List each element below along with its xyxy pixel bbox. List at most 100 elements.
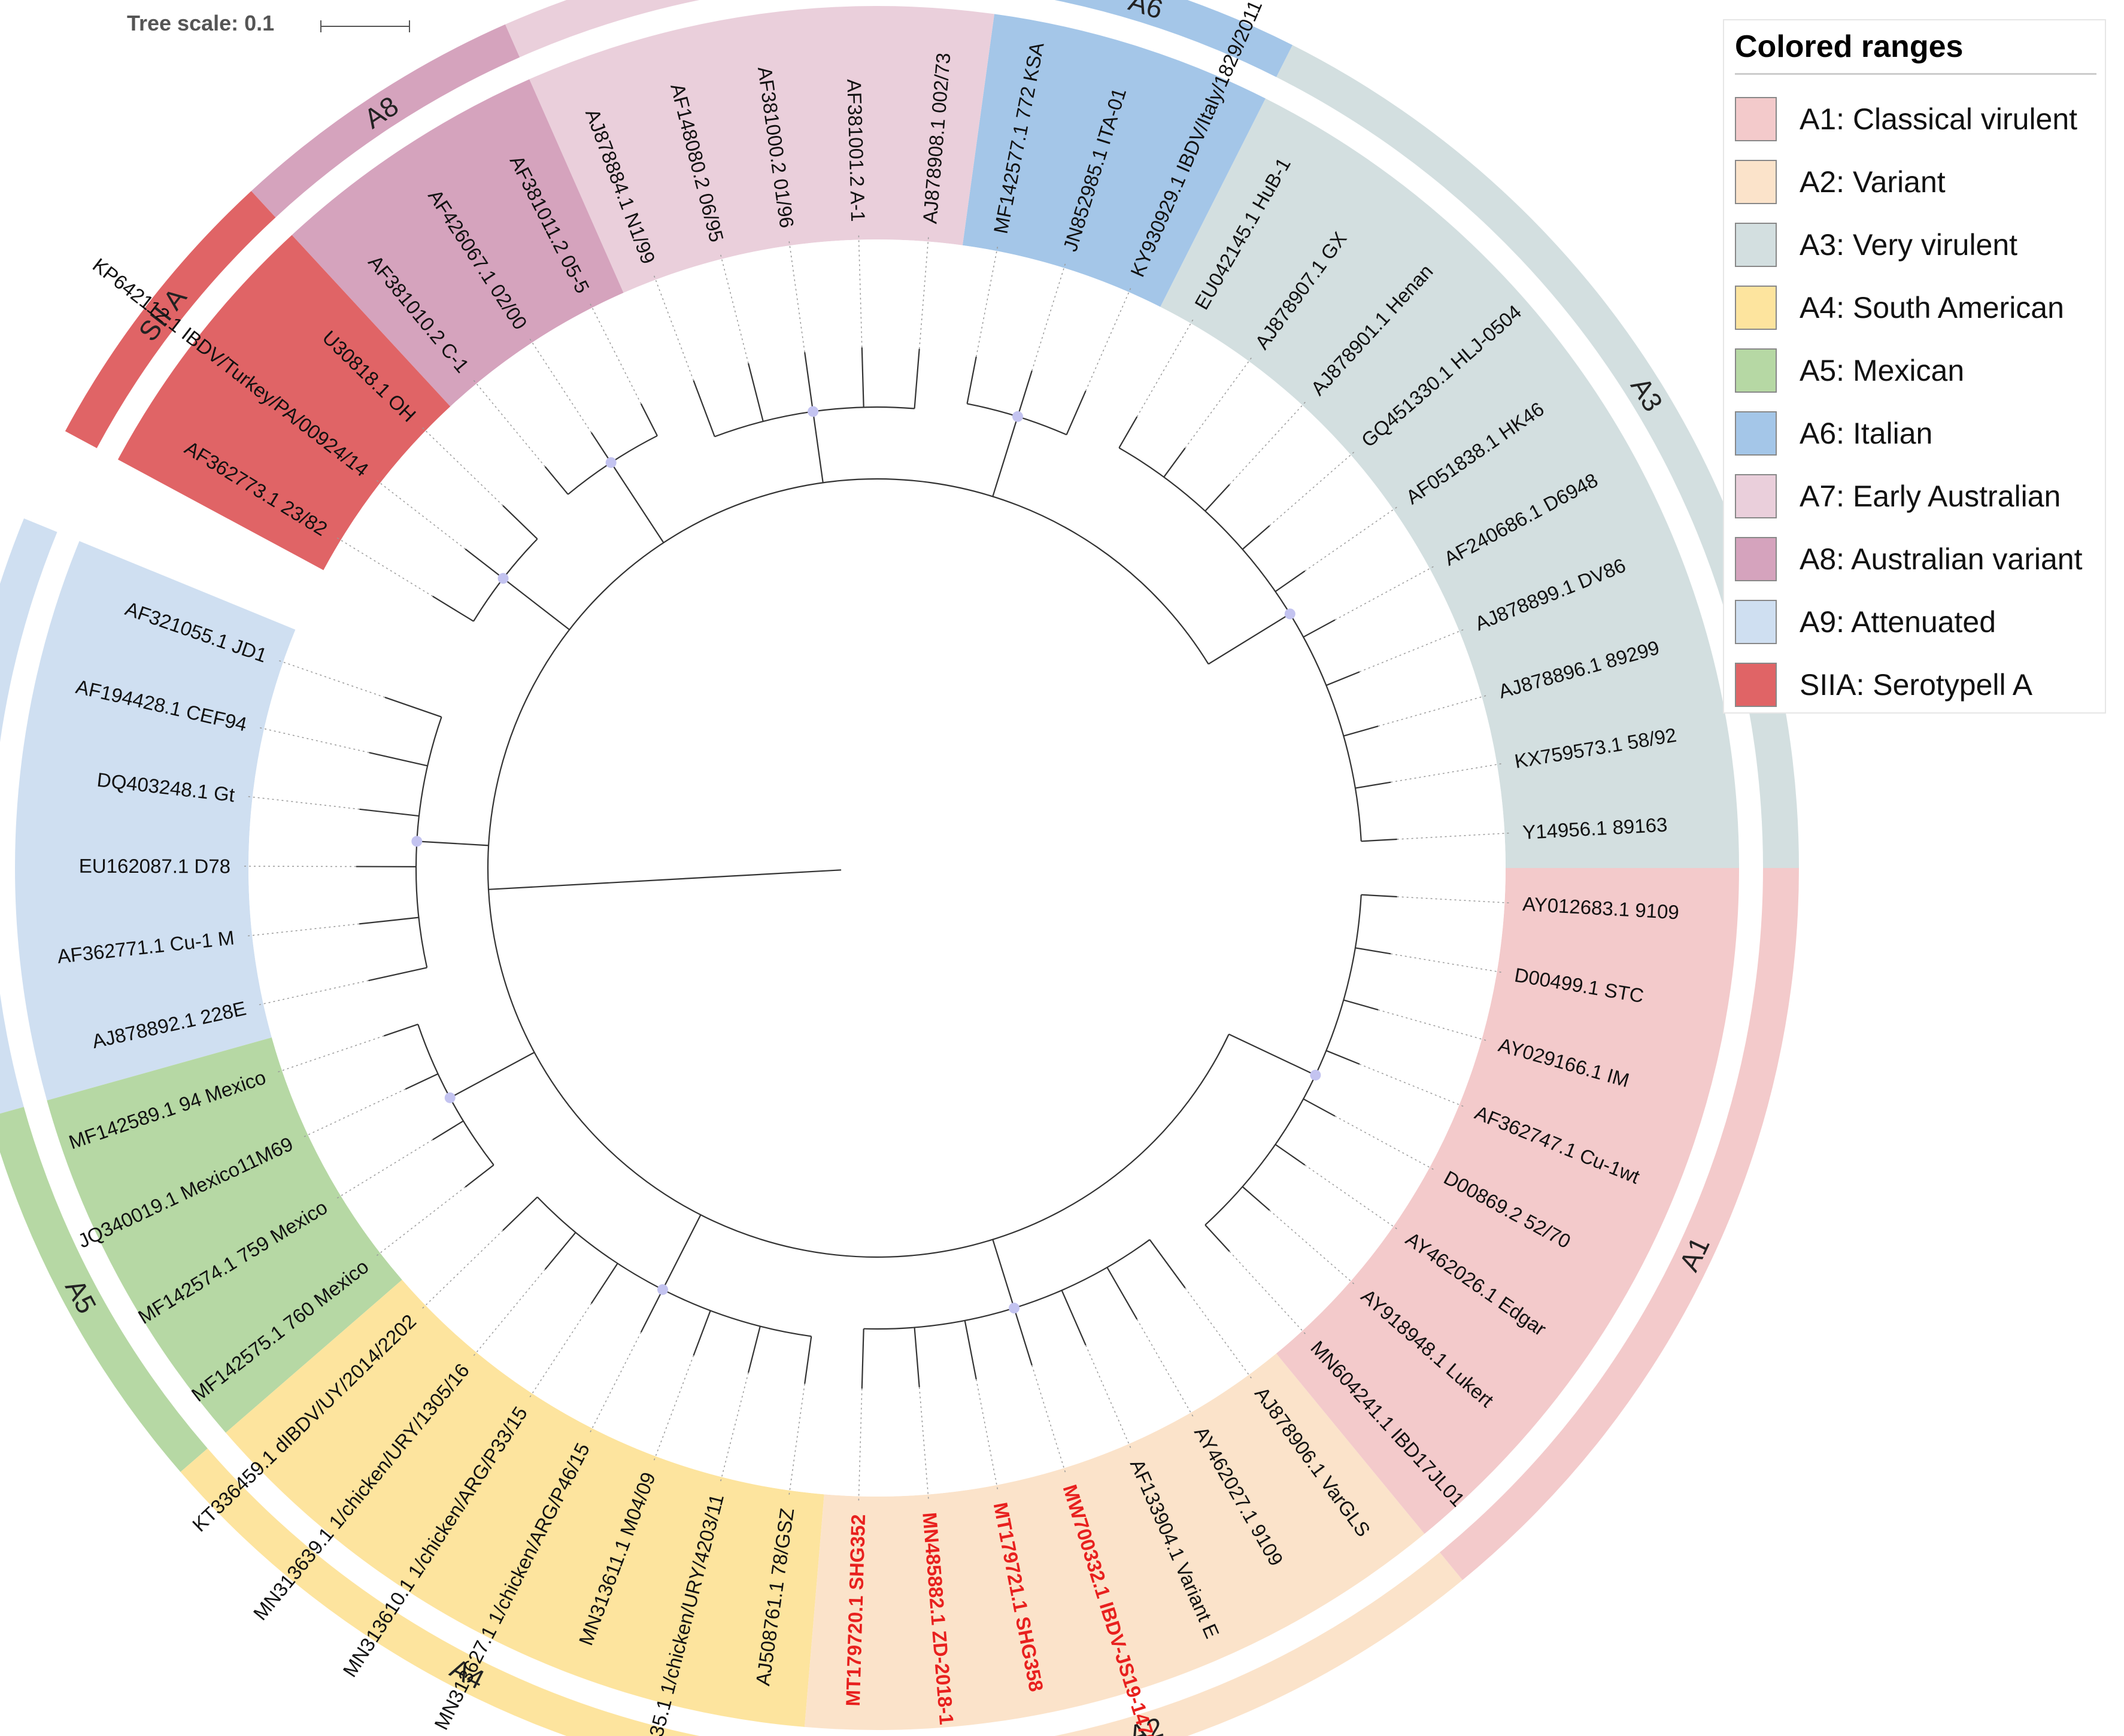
- legend-swatch: [1735, 160, 1777, 204]
- leaf-label: EU162087.1 D78: [79, 855, 230, 878]
- clade-ring-band: [505, 0, 700, 57]
- branch: [417, 840, 489, 846]
- branch: [369, 752, 428, 767]
- branch: [1355, 947, 1391, 955]
- clade-wedge: [962, 14, 1266, 307]
- branch: [1325, 1050, 1360, 1065]
- branch: [384, 1024, 418, 1037]
- bootstrap-node: [1012, 411, 1023, 422]
- branch: [1242, 525, 1270, 550]
- legend-title: Colored ranges: [1735, 29, 1964, 64]
- legend-swatch: [1735, 348, 1777, 393]
- legend-label: A5: Mexican: [1800, 354, 1965, 387]
- branch: [590, 432, 612, 463]
- clade-wedge: [804, 1353, 1425, 1730]
- legend-label: A3: Very virulent: [1800, 228, 2018, 262]
- branch: [861, 347, 864, 408]
- legend-item: A5: Mexican: [1735, 348, 2100, 396]
- clade-ring: [0, 0, 1799, 1736]
- branch: [640, 1289, 663, 1333]
- legend-label: A7: Early Australian: [1800, 479, 2061, 513]
- branch: [804, 352, 814, 412]
- branch: [1303, 1098, 1336, 1117]
- bootstrap-node: [1310, 1069, 1321, 1081]
- legend-swatch: [1735, 537, 1777, 581]
- branch: [368, 967, 427, 982]
- legend-label: SIIA: Serotypell A: [1800, 668, 2033, 702]
- legend-item: A4: South American: [1735, 286, 2100, 333]
- root-branch: [488, 869, 842, 890]
- branch: [1275, 570, 1306, 592]
- clade-ring-band: [0, 518, 57, 1114]
- clade-ring-band: [0, 1107, 208, 1472]
- clade-wedge: [529, 5, 994, 293]
- branch: [1149, 1239, 1186, 1289]
- branch: [1204, 1224, 1230, 1252]
- bootstrap-node: [444, 1092, 456, 1103]
- clade-ring-band: [1439, 868, 1799, 1580]
- legend-item: A7: Early Australian: [1735, 474, 2100, 522]
- branch: [861, 1328, 864, 1389]
- clade-wedge: [1276, 868, 1739, 1534]
- branch: [432, 1120, 464, 1140]
- legend-item: A9: Attenuated: [1735, 600, 2100, 648]
- branch: [1163, 447, 1186, 478]
- branch: [544, 1232, 576, 1270]
- branch: [1061, 1290, 1087, 1346]
- legend-label: A6: Italian: [1800, 417, 1933, 450]
- branch: [747, 363, 764, 422]
- branch: [544, 466, 569, 495]
- clade-ring-band: [65, 191, 276, 448]
- branch: [1275, 1143, 1306, 1166]
- branch: [450, 1052, 535, 1098]
- branch: [1355, 781, 1391, 789]
- clade-wedge: [1160, 98, 1739, 869]
- branch: [693, 380, 715, 437]
- legend-item: A2: Variant: [1735, 160, 2100, 208]
- clade-ring-band: [180, 1448, 700, 1736]
- legend-swatch: [1735, 97, 1777, 141]
- branch: [465, 548, 504, 579]
- legend-label: A1: Classical virulent: [1800, 102, 2078, 136]
- legend-swatch: [1735, 223, 1777, 267]
- bootstrap-node: [497, 573, 509, 584]
- branch: [384, 696, 442, 718]
- branch: [1017, 371, 1033, 417]
- clade-wedge: [292, 79, 624, 406]
- branch: [502, 1196, 538, 1231]
- branch: [914, 348, 920, 409]
- branch: [1118, 416, 1138, 448]
- legend-item: SIIA: Serotypell A: [1735, 663, 2100, 711]
- branch: [1106, 1267, 1138, 1320]
- leaf-label: AF381001.2 A-1: [843, 79, 869, 222]
- legend-item: A8: Australian variant: [1735, 537, 2100, 585]
- legend-panel: Colored ranges A1: Classical virulent A2:…: [1723, 19, 2106, 714]
- branch: [1242, 1186, 1270, 1211]
- branch: [405, 1073, 439, 1090]
- branch: [487, 478, 1230, 1258]
- legend-item: A1: Classical virulent: [1735, 97, 2100, 145]
- branch: [359, 916, 419, 925]
- bootstrap-node: [1009, 1303, 1020, 1314]
- branch: [964, 1320, 977, 1380]
- branch: [914, 1327, 920, 1388]
- clade-wedge: [226, 1279, 824, 1727]
- bootstrap-node: [657, 1284, 669, 1295]
- legend-label: A9: Attenuated: [1800, 605, 1996, 639]
- bootstrap-node: [411, 836, 423, 847]
- branch: [1013, 1307, 1033, 1365]
- clade-ring-band: [1054, 1552, 1463, 1736]
- branch: [1204, 484, 1230, 512]
- branch: [502, 578, 570, 630]
- branch: [992, 1239, 1015, 1309]
- legend-swatch: [1735, 411, 1777, 456]
- branch: [1303, 619, 1336, 638]
- legend-item: A6: Italian: [1735, 411, 2100, 459]
- branch: [662, 1214, 702, 1290]
- tree-scale-label: Tree scale: 0.1: [127, 11, 275, 35]
- branch: [966, 356, 977, 404]
- branch: [359, 808, 420, 817]
- branch: [812, 411, 824, 483]
